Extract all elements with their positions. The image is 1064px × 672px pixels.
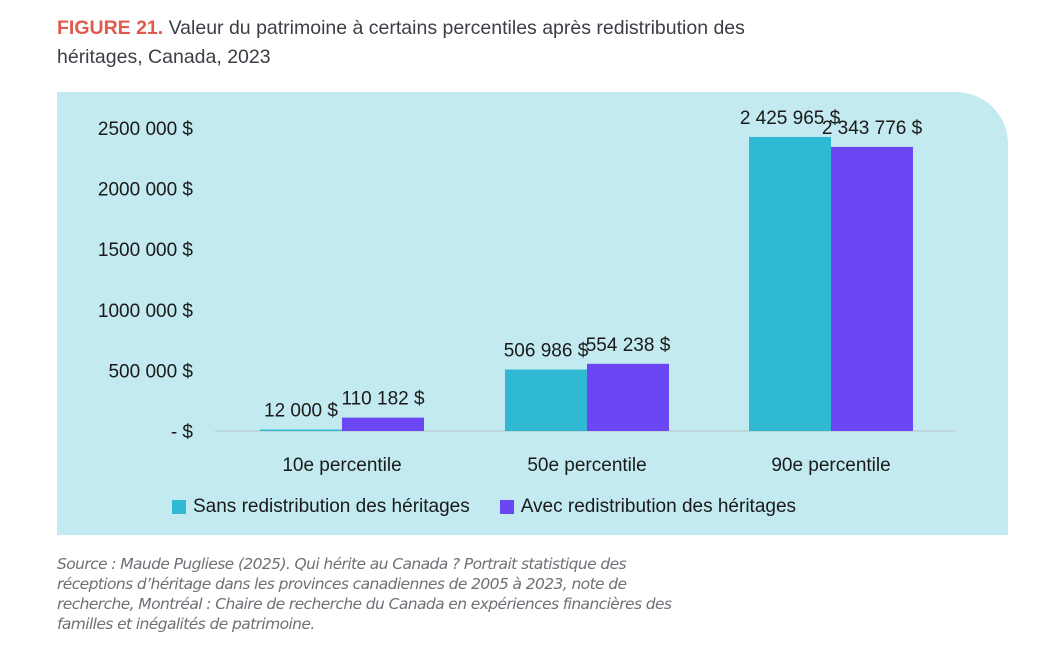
x-tick-label: 90e percentile xyxy=(771,455,890,476)
bar-sans xyxy=(260,429,342,431)
x-tick-label: 10e percentile xyxy=(282,455,401,476)
bar-sans xyxy=(505,369,587,431)
figure-title-text: Valeur du patrimoine à certains percenti… xyxy=(57,17,745,68)
y-tick-label: 2500 000 $ xyxy=(98,119,194,140)
source-note: Source : Maude Pugliese (2025). Qui héri… xyxy=(57,555,672,633)
legend-item-avec: Avec redistribution des héritages xyxy=(499,496,797,518)
figure-title: FIGURE 21. Valeur du patrimoine à certai… xyxy=(57,14,757,72)
data-label: 2 425 965 $ xyxy=(740,108,841,129)
bar-avec xyxy=(342,417,424,431)
y-tick-label: 500 000 $ xyxy=(108,361,193,382)
y-tick-label: - $ xyxy=(171,422,194,443)
figure-label: FIGURE 21. xyxy=(57,17,164,39)
y-tick-label: 1500 000 $ xyxy=(98,240,194,261)
data-label: 12 000 $ xyxy=(264,401,338,422)
legend-swatch-avec xyxy=(499,500,514,514)
data-label: 110 182 $ xyxy=(341,389,425,410)
data-label: 2 343 776 $ xyxy=(822,118,923,139)
legend-item-sans: Sans redistribution des héritages xyxy=(172,496,470,518)
legend-label-sans: Sans redistribution des héritages xyxy=(193,496,470,517)
legend: Sans redistribution des héritages Avec r… xyxy=(172,496,796,518)
legend-label-avec: Avec redistribution des héritages xyxy=(520,496,797,517)
bar-sans xyxy=(749,136,831,432)
legend-swatch-sans xyxy=(172,500,186,514)
data-label: 506 986 $ xyxy=(504,341,589,362)
y-tick-label: 1000 000 $ xyxy=(98,301,194,322)
bar-avec xyxy=(831,146,913,432)
y-tick-label: 2000 000 $ xyxy=(98,180,194,201)
data-label: 554 238 $ xyxy=(586,335,671,356)
bar-avec xyxy=(587,363,669,431)
x-tick-label: 50e percentile xyxy=(527,455,646,476)
